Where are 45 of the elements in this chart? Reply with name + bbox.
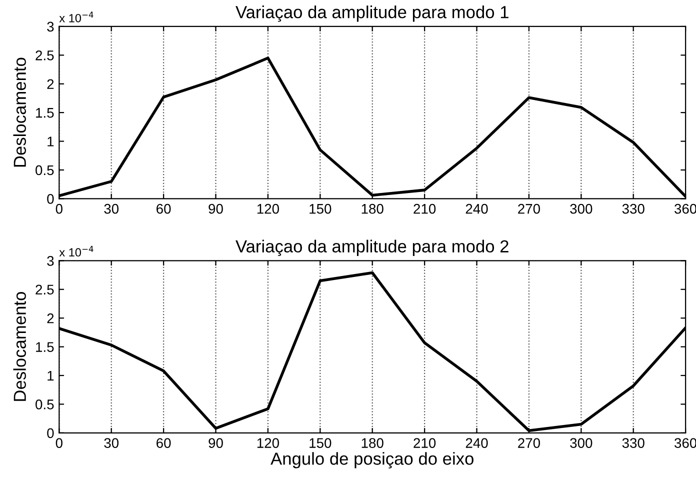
x-tick-label: 90 bbox=[208, 438, 223, 448]
y-axis-title: Deslocamento bbox=[13, 292, 26, 401]
x-tick-label: 30 bbox=[104, 204, 119, 214]
y-tick-label: 3 bbox=[47, 256, 54, 266]
y-tick-label: 2.5 bbox=[36, 284, 54, 295]
x-tick-label: 240 bbox=[466, 204, 488, 214]
x-tick-label: 270 bbox=[518, 438, 540, 448]
x-tick-label: 240 bbox=[466, 438, 488, 448]
x-tick-label: 180 bbox=[362, 204, 384, 214]
y-tick-label: 0 bbox=[47, 194, 54, 204]
y-tick-label: 0.5 bbox=[36, 400, 54, 410]
y-tick-label: 2 bbox=[47, 79, 54, 89]
y-tick-label: 2 bbox=[47, 313, 54, 324]
x-tick-label: 180 bbox=[362, 438, 384, 448]
y-tick-label: 2.5 bbox=[36, 50, 54, 60]
chart-title: Variaçao da amplitude para modo 1 bbox=[236, 6, 508, 22]
chart-title: Variaçao da amplitude para modo 2 bbox=[236, 240, 508, 256]
y-tick-label: 1.5 bbox=[36, 108, 54, 118]
y-tick-label: 0.5 bbox=[36, 165, 54, 176]
x-tick-label: 60 bbox=[156, 438, 171, 448]
x-tick-label: 330 bbox=[622, 204, 644, 214]
x-tick-label: 90 bbox=[208, 204, 223, 214]
x-tick-label: 120 bbox=[257, 438, 280, 448]
x-tick-label: 210 bbox=[414, 438, 436, 448]
x-tick-label: 330 bbox=[622, 438, 644, 448]
y-tick-label: 1 bbox=[48, 136, 54, 146]
x-tick-label: 0 bbox=[56, 204, 62, 214]
x-tick-label: 30 bbox=[104, 438, 119, 448]
x-tick-label: 300 bbox=[570, 204, 592, 214]
y-axis-title: Deslocamento bbox=[13, 58, 26, 167]
x-axis-title: Angulo de posiçao do eixo bbox=[270, 452, 474, 468]
x-tick-label: 270 bbox=[518, 204, 540, 214]
y-tick-label: 0 bbox=[47, 428, 54, 438]
x-tick-label: 300 bbox=[570, 438, 592, 448]
y-tick-label: 1 bbox=[48, 370, 54, 381]
x-tick-label: 120 bbox=[257, 204, 280, 214]
x-tick-label: 60 bbox=[156, 204, 171, 214]
x-tick-label: 150 bbox=[310, 204, 332, 214]
x-tick-label: 0 bbox=[56, 438, 62, 448]
text: x 10$^{−4}$ bbox=[59, 246, 94, 257]
x-tick-label: 150 bbox=[310, 438, 332, 448]
y-tick-label: 1.5 bbox=[36, 342, 54, 352]
x-tick-label: 210 bbox=[414, 204, 436, 214]
text: x 10$^{−4}$ bbox=[59, 12, 94, 22]
y-tick-label: 3 bbox=[47, 22, 54, 32]
